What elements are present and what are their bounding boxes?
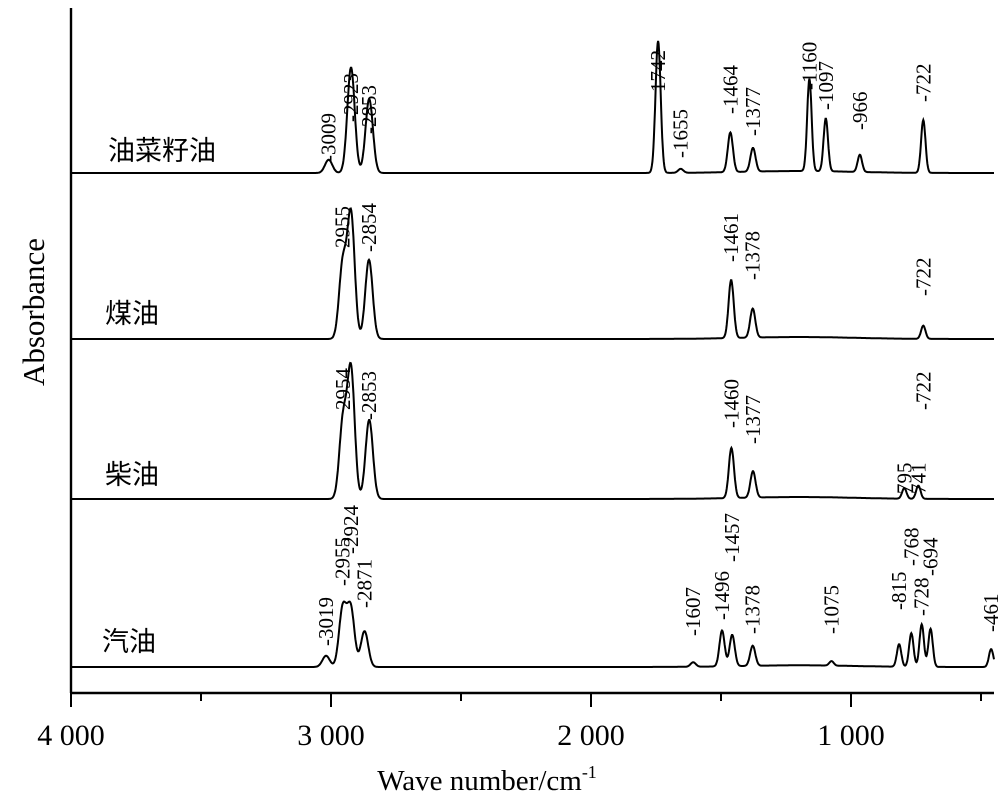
peak-label: 2954	[331, 368, 355, 411]
x-tick-label: 4 000	[37, 719, 105, 752]
peak-label: -1160	[797, 42, 821, 90]
peak-label: -3019	[314, 597, 338, 646]
peak-label: -728	[910, 578, 934, 617]
peak-label: -1464	[718, 65, 742, 114]
spectrum-line-4	[71, 600, 995, 668]
spectrum-line-1	[71, 40, 994, 174]
x-ticks: 4 000 3 000 2 000 1 000	[37, 693, 982, 752]
peak-label: -722	[911, 372, 935, 411]
series-name-1: 油菜籽油	[108, 136, 216, 167]
series-name-2: 煤油	[105, 299, 159, 330]
peak-label: -1460	[719, 379, 743, 428]
peak-label: 795	[892, 463, 916, 495]
peak-label: -1075	[820, 585, 844, 634]
peak-label: -2924	[339, 505, 363, 554]
series-name-3: 柴油	[105, 460, 159, 491]
x-axis-label-text: Wave number/cm	[377, 765, 582, 797]
peak-label: -966	[848, 92, 872, 131]
peak-label: -2854	[357, 203, 381, 252]
x-axis-label-sup: -1	[582, 762, 597, 782]
axes	[69, 8, 994, 695]
peak-labels: -3009-2923-28531742-1655-1464-1377-1160-…	[314, 42, 1000, 646]
peak-label: -2871	[353, 559, 377, 608]
peak-label: -1496	[710, 571, 734, 620]
x-tick-label: 3 000	[297, 719, 365, 752]
peak-label: -2853	[357, 85, 381, 134]
peak-label: 1742	[646, 50, 670, 92]
spectrum-line-3	[71, 361, 994, 500]
peak-label: -1655	[669, 109, 693, 158]
x-tick-label: 2 000	[557, 719, 625, 752]
x-tick-label: 1 000	[817, 719, 885, 752]
peak-label: -694	[919, 537, 943, 576]
peak-label: -2923	[339, 73, 363, 122]
y-axis-label: Absorbance	[16, 238, 51, 386]
spectra-curves	[71, 40, 995, 668]
peak-label: -1097	[814, 61, 838, 110]
peak-label: -2955	[331, 537, 355, 586]
peak-label: 2955	[331, 206, 355, 248]
spectrum-line-2	[71, 207, 994, 340]
series-name-4: 汽油	[102, 627, 156, 658]
peak-label: -1457	[720, 513, 744, 562]
x-axis-label: Wave number/cm-1	[377, 762, 597, 797]
peak-label: 741	[906, 463, 930, 495]
peak-label: -1461	[719, 213, 743, 262]
peak-label: -1377	[741, 395, 765, 444]
peak-label: -2853	[357, 371, 381, 420]
peak-label: -722	[911, 64, 935, 103]
peak-label: -1378	[741, 585, 765, 634]
peak-label: -1377	[741, 87, 765, 136]
peak-label: -722	[911, 258, 935, 297]
peak-label: -1378	[741, 231, 765, 280]
peak-label: -1607	[681, 587, 705, 636]
peak-label: -815	[887, 572, 911, 611]
peak-label: -461	[979, 594, 1000, 633]
peak-label: -768	[899, 528, 923, 567]
peak-label: -3009	[317, 113, 341, 162]
